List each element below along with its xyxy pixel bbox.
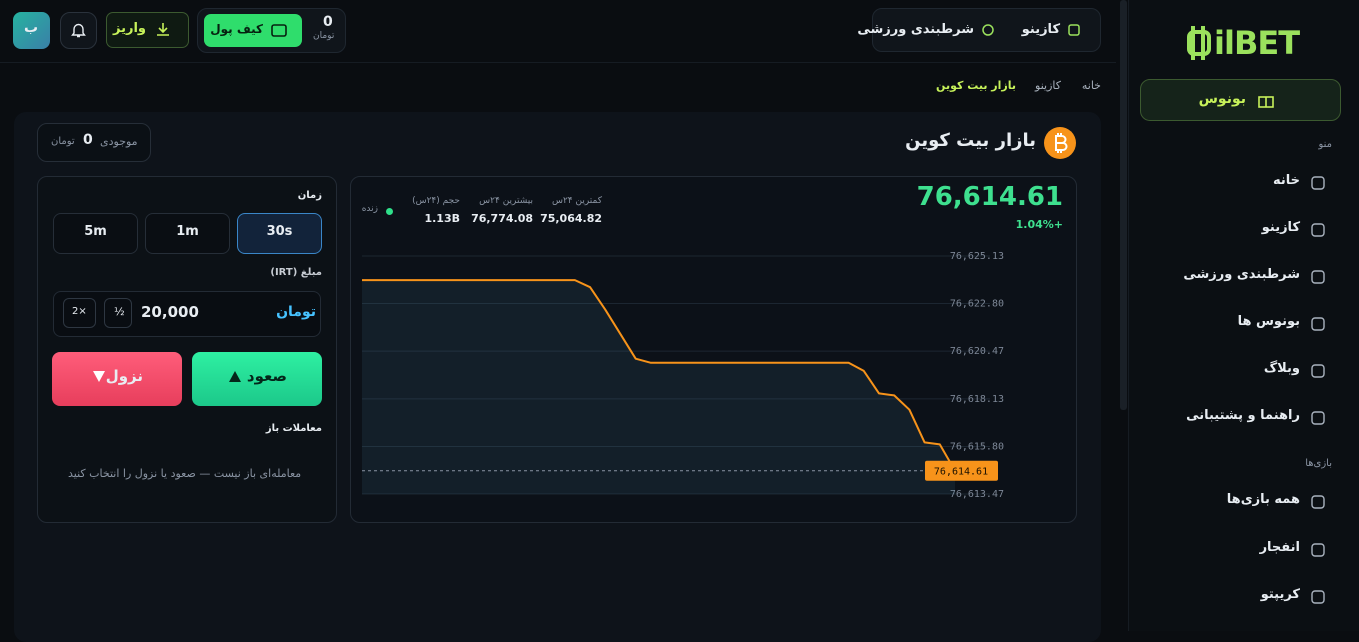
menu-icon xyxy=(1311,364,1325,378)
casino-icon xyxy=(1068,24,1080,36)
account-unit: تومان xyxy=(51,136,75,147)
balance-value: 0 xyxy=(323,14,333,30)
current-price: 76,614.61 xyxy=(916,182,1063,212)
duration-label: 30s xyxy=(266,224,293,239)
notification-button[interactable] xyxy=(60,12,97,49)
menu-item[interactable]: کازینو xyxy=(1261,220,1300,235)
down-arrow xyxy=(93,371,105,382)
sports-icon xyxy=(982,24,994,36)
open-trades-label: معاملات باز xyxy=(265,423,322,434)
page-title: بازار بیت کوین xyxy=(905,130,1036,151)
menu-heading: منو xyxy=(1318,139,1332,150)
menu-item[interactable]: بونوس ها xyxy=(1237,314,1300,329)
duration-label: 5m xyxy=(84,224,107,239)
deposit-button[interactable] xyxy=(106,12,189,48)
current-price-tag-label: 76,614.61 xyxy=(934,467,988,478)
bitcoin-icon xyxy=(1044,127,1076,159)
stat-value: 1.13B xyxy=(424,212,460,225)
y-tick-label: 76,615.80 xyxy=(950,441,1004,452)
game-item[interactable]: همه بازی‌ها xyxy=(1226,492,1300,507)
down-label: نزول xyxy=(105,367,143,385)
price-chart: 76,625.13 76,622.80 76,620.47 76,618.13 76,6… xyxy=(362,251,1004,500)
stat-label: حجم (۲۴س) xyxy=(412,196,460,206)
scrollbar xyxy=(1120,0,1127,410)
logo-icon xyxy=(1187,26,1211,60)
amount-value: 20,000 xyxy=(141,303,199,321)
breadcrumb-current: بازار بیت کوین xyxy=(936,79,1016,92)
menu-item[interactable]: وبلاگ xyxy=(1263,361,1300,376)
menu-icon xyxy=(1311,317,1325,331)
stat-value: 76,774.08 xyxy=(471,212,533,225)
double-button[interactable] xyxy=(63,298,96,328)
games-heading: بازی‌ها xyxy=(1305,458,1332,469)
bonus-button[interactable] xyxy=(1140,79,1341,121)
y-tick-label: 76,618.13 xyxy=(950,394,1004,405)
current-price-tag xyxy=(925,460,998,481)
bell-icon xyxy=(71,23,86,38)
amount-input[interactable] xyxy=(53,291,321,337)
nav-item[interactable]: کازینو xyxy=(1021,22,1060,37)
wallet-label: کیف پول xyxy=(210,22,263,36)
live-label: زنده xyxy=(361,204,378,214)
menu-icon xyxy=(1311,176,1325,190)
menu-icon xyxy=(1311,543,1325,557)
down-button[interactable] xyxy=(52,352,182,406)
deposit-label: واریز xyxy=(113,21,146,36)
avatar-letter: ب xyxy=(24,20,39,36)
price-change: +1.04% xyxy=(1015,218,1063,231)
menu-icon xyxy=(1311,495,1325,509)
gift-icon xyxy=(1258,96,1274,108)
open-trades-empty: معامله‌ای باز نیست — صعود یا نزول را انت… xyxy=(68,467,302,480)
balance-unit: تومان xyxy=(313,31,335,41)
game-item[interactable]: انفجار xyxy=(1259,540,1300,555)
duration-button[interactable] xyxy=(53,213,138,254)
time-label: زمان xyxy=(297,190,322,201)
area-fill xyxy=(362,280,955,494)
duration-button[interactable] xyxy=(237,213,322,254)
logo: ilBET xyxy=(1214,24,1300,62)
breadcrumb-item: کازینو xyxy=(1035,79,1061,92)
nav-box xyxy=(872,8,1101,52)
account-value: 0 xyxy=(83,132,93,148)
menu-icon xyxy=(1311,270,1325,284)
up-arrow xyxy=(229,371,241,382)
menu-item[interactable]: خانه xyxy=(1272,173,1300,188)
game-item[interactable]: کریپتو xyxy=(1260,587,1300,602)
download-icon xyxy=(157,23,169,36)
amount-unit: تومان xyxy=(276,304,316,320)
stat-label: بیشترین ۲۴س xyxy=(479,196,533,206)
menu-icon xyxy=(1311,411,1325,425)
double-label: 2× xyxy=(72,306,87,317)
amount-label: مبلغ (IRT) xyxy=(270,267,322,278)
menu-item[interactable]: راهنما و پشتیبانی xyxy=(1186,408,1300,423)
account-label: موجودی xyxy=(100,135,138,148)
menu-item[interactable]: شرطبندی ورزشی xyxy=(1183,267,1300,282)
y-tick-label: 76,620.47 xyxy=(950,346,1004,357)
wallet-icon xyxy=(271,24,287,37)
y-tick-label: 76,613.47 xyxy=(950,489,1004,500)
y-tick-label: 76,625.13 xyxy=(950,251,1004,262)
bonus-label: بونوس xyxy=(1198,91,1246,107)
live-dot xyxy=(386,208,393,215)
topbar xyxy=(0,0,1116,63)
up-button[interactable] xyxy=(192,352,322,406)
stat-label: کمترین ۲۴س xyxy=(551,196,602,206)
menu-icon xyxy=(1311,590,1325,604)
breadcrumb-item: خانه xyxy=(1081,79,1101,92)
half-label: ½ xyxy=(114,305,125,318)
half-button[interactable] xyxy=(104,298,132,328)
avatar[interactable] xyxy=(13,12,50,49)
menu-icon xyxy=(1311,223,1325,237)
up-label: صعود xyxy=(246,367,287,385)
stat-value: 75,064.82 xyxy=(540,212,602,225)
duration-label: 1m xyxy=(176,224,199,239)
duration-button[interactable] xyxy=(145,213,230,254)
account-box xyxy=(37,123,151,162)
price-line xyxy=(362,279,956,472)
y-tick-label: 76,622.80 xyxy=(950,299,1004,310)
nav-item[interactable]: شرطبندی ورزشی xyxy=(857,22,974,37)
